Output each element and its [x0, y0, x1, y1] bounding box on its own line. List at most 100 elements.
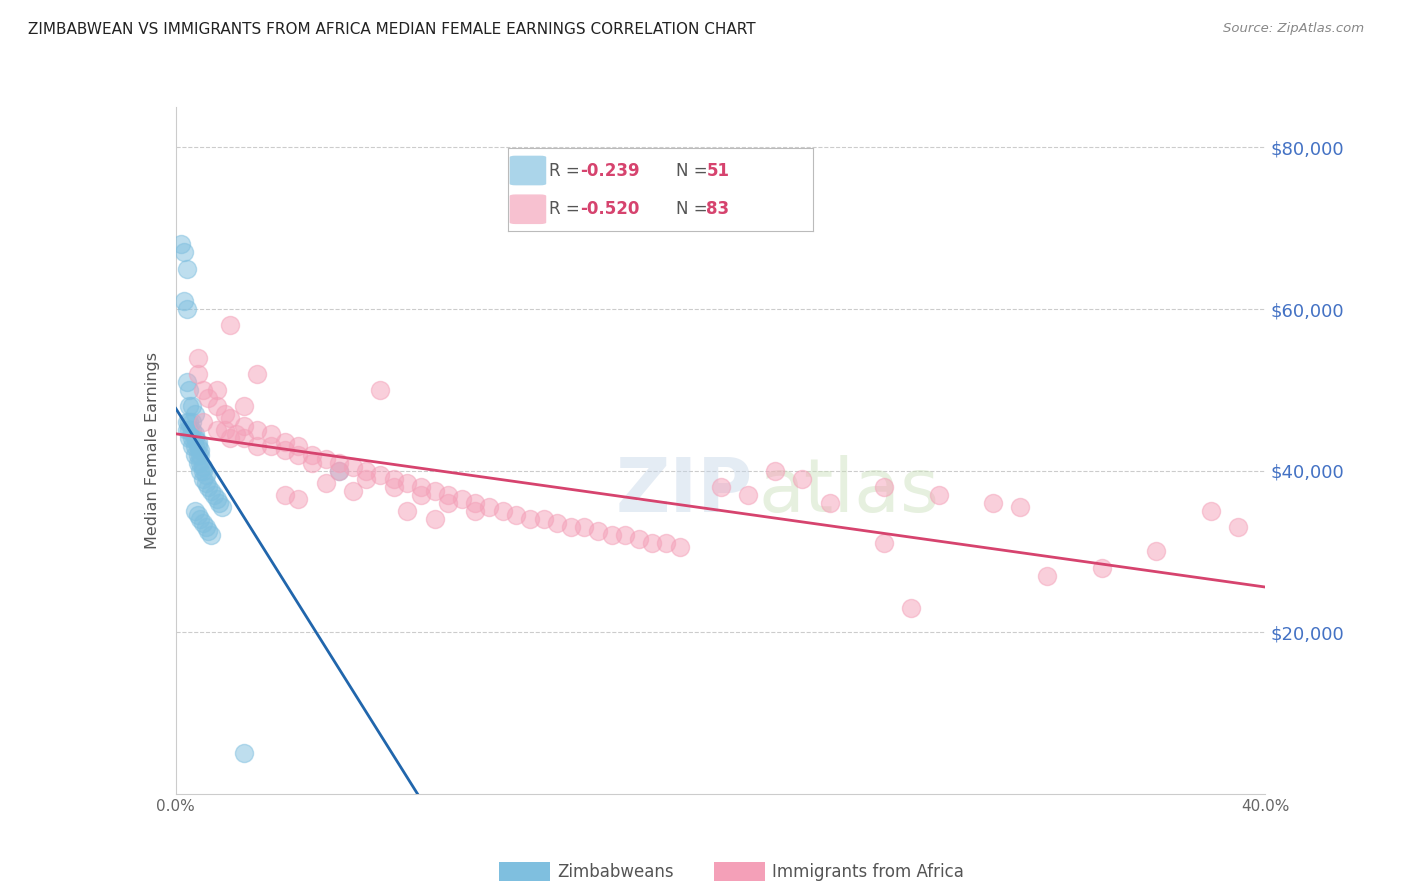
Point: [1091, 560, 1114, 574]
Point: [464, 496, 486, 510]
Text: 83: 83: [706, 200, 730, 219]
Point: [176, 375, 198, 389]
Point: [342, 483, 364, 498]
Point: [737, 488, 759, 502]
Point: [186, 435, 209, 450]
Point: [219, 431, 242, 445]
Point: [181, 399, 204, 413]
Point: [546, 516, 568, 531]
Point: [186, 448, 209, 462]
Point: [191, 516, 214, 531]
Point: [246, 423, 269, 437]
Point: [219, 318, 242, 333]
Text: atlas: atlas: [759, 455, 939, 528]
Point: [179, 431, 201, 445]
Text: R =: R =: [550, 200, 585, 219]
Point: [194, 467, 217, 482]
Text: N =: N =: [676, 161, 713, 179]
Point: [184, 448, 207, 462]
Point: [194, 475, 217, 490]
Y-axis label: Median Female Earnings: Median Female Earnings: [145, 352, 160, 549]
Point: [464, 504, 486, 518]
Point: [197, 480, 219, 494]
Point: [641, 536, 664, 550]
Point: [176, 261, 198, 276]
Point: [179, 423, 201, 437]
Point: [423, 512, 446, 526]
Point: [560, 520, 582, 534]
Point: [437, 488, 460, 502]
Point: [214, 407, 236, 421]
Point: [184, 407, 207, 421]
Point: [409, 488, 432, 502]
Point: [260, 427, 283, 442]
Point: [356, 464, 378, 478]
Point: [188, 443, 211, 458]
Point: [328, 464, 350, 478]
Point: [232, 419, 254, 434]
Point: [382, 472, 405, 486]
Point: [219, 411, 242, 425]
Point: [179, 415, 201, 429]
Point: [627, 533, 650, 547]
Point: [928, 488, 950, 502]
Point: [492, 504, 515, 518]
Point: [176, 415, 198, 429]
Point: [287, 439, 309, 453]
Text: Immigrants from Africa: Immigrants from Africa: [772, 863, 963, 881]
Text: Zimbabweans: Zimbabweans: [557, 863, 673, 881]
Point: [173, 293, 195, 308]
Point: [188, 464, 211, 478]
Point: [176, 301, 198, 316]
Point: [301, 448, 323, 462]
Point: [179, 399, 201, 413]
Point: [368, 383, 391, 397]
Text: ZIMBABWEAN VS IMMIGRANTS FROM AFRICA MEDIAN FEMALE EARNINGS CORRELATION CHART: ZIMBABWEAN VS IMMIGRANTS FROM AFRICA MED…: [28, 22, 756, 37]
Point: [396, 475, 419, 490]
Point: [478, 500, 501, 514]
Point: [188, 456, 211, 470]
Point: [668, 541, 690, 555]
Point: [900, 601, 922, 615]
Point: [1036, 568, 1059, 582]
Point: [356, 472, 378, 486]
Point: [287, 491, 309, 506]
Point: [873, 480, 896, 494]
Point: [1144, 544, 1167, 558]
Point: [818, 496, 841, 510]
Point: [191, 415, 214, 429]
Point: [382, 480, 405, 494]
FancyBboxPatch shape: [509, 156, 546, 186]
Point: [873, 536, 896, 550]
Point: [533, 512, 555, 526]
Point: [315, 475, 337, 490]
Point: [981, 496, 1004, 510]
Point: [1199, 504, 1222, 518]
FancyBboxPatch shape: [509, 194, 546, 224]
Point: [184, 504, 207, 518]
Point: [186, 351, 209, 365]
Point: [200, 483, 222, 498]
Text: R =: R =: [550, 161, 585, 179]
Point: [184, 427, 207, 442]
Point: [519, 512, 541, 526]
Point: [184, 431, 207, 445]
Text: -0.520: -0.520: [579, 200, 640, 219]
Point: [205, 423, 228, 437]
Point: [287, 448, 309, 462]
Point: [246, 367, 269, 381]
Point: [763, 464, 786, 478]
Point: [614, 528, 637, 542]
Point: [181, 431, 204, 445]
Point: [205, 383, 228, 397]
Point: [586, 524, 609, 539]
Point: [232, 431, 254, 445]
Point: [342, 459, 364, 474]
Point: [188, 512, 211, 526]
Point: [574, 520, 596, 534]
Point: [186, 508, 209, 522]
Point: [1227, 520, 1250, 534]
Point: [188, 448, 211, 462]
Point: [396, 504, 419, 518]
Point: [600, 528, 623, 542]
